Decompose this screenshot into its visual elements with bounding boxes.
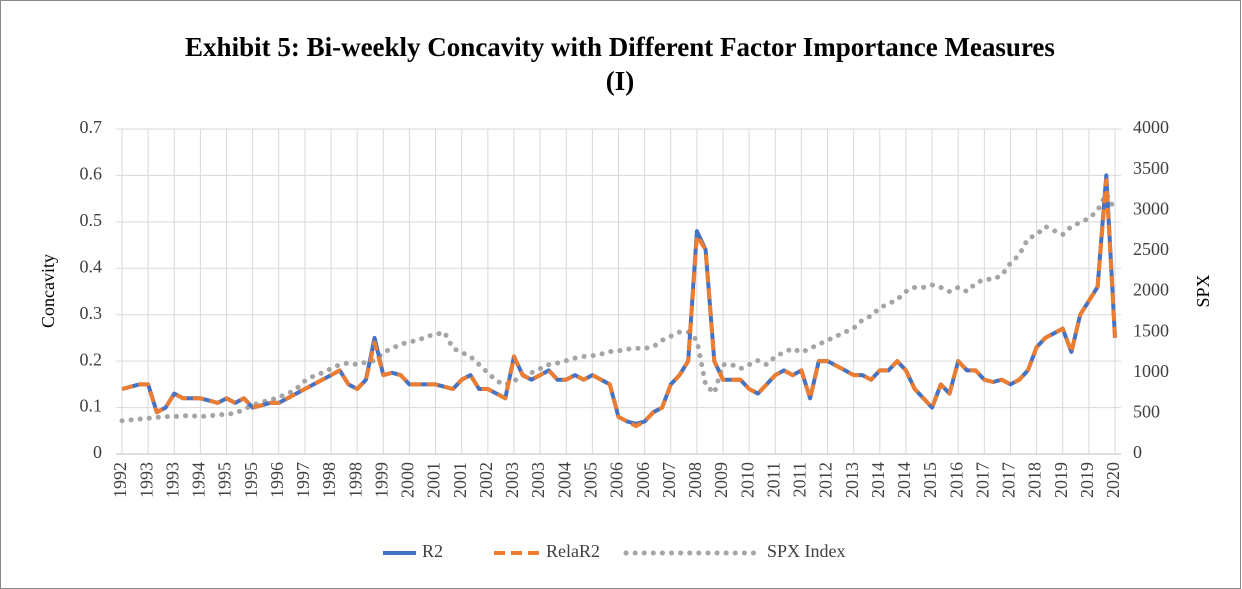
y2-tick-label: 2000 [1133, 280, 1169, 300]
y-tick-label: 0 [93, 442, 102, 462]
chart-title: Exhibit 5: Bi-weekly Concavity with Diff… [185, 32, 1055, 96]
x-tick-label: 2014 [894, 462, 914, 498]
y2-axis-title: SPX [1193, 274, 1213, 307]
x-tick-label: 2003 [502, 462, 522, 498]
x-tick-label: 1995 [215, 462, 235, 498]
x-tick-label: 2014 [868, 462, 888, 498]
x-tick-label: 2000 [398, 462, 418, 498]
y2-tick-label: 4000 [1133, 117, 1169, 137]
y2-tick-label: 3500 [1133, 158, 1169, 178]
x-tick-label: 2018 [1025, 462, 1045, 498]
y-tick-label: 0.5 [80, 210, 103, 230]
y-tick-label: 0.7 [80, 117, 103, 137]
legend-label: RelaR2 [546, 541, 600, 561]
x-tick-label: 2015 [920, 462, 940, 498]
x-tick-label: 2006 [633, 462, 653, 498]
x-tick-label: 2016 [946, 462, 966, 498]
legend-label: SPX Index [767, 541, 846, 561]
x-tick-label: 2001 [450, 462, 470, 498]
y-tick-label: 0.4 [80, 256, 103, 276]
x-tick-label: 1994 [189, 462, 209, 498]
x-tick-label: 2017 [972, 462, 992, 498]
x-tick-label: 1998 [319, 462, 339, 498]
x-tick-label: 2020 [1103, 462, 1123, 498]
y-tick-label: 0.1 [80, 396, 103, 416]
x-tick-label: 2010 [737, 462, 757, 498]
y2-tick-label: 1000 [1133, 361, 1169, 381]
x-tick-label: 2019 [1051, 462, 1071, 498]
y-tick-label: 0.2 [80, 349, 103, 369]
x-tick-label: 2005 [580, 462, 600, 498]
x-tick-label: 2019 [1077, 462, 1097, 498]
y2-tick-label: 500 [1133, 402, 1160, 422]
x-tick-label: 2004 [554, 462, 574, 498]
legend-label: R2 [422, 541, 443, 561]
x-tick-label: 2008 [685, 462, 705, 498]
y-tick-label: 0.3 [80, 303, 103, 323]
x-tick-label: 1993 [162, 462, 182, 498]
x-tick-label: 1992 [110, 462, 130, 498]
x-tick-label: 1998 [345, 462, 365, 498]
x-tick-label: 2011 [790, 462, 810, 497]
x-tick-label: 2011 [763, 462, 783, 497]
x-tick-label: 1999 [371, 462, 391, 498]
y2-tick-label: 1500 [1133, 320, 1169, 340]
x-tick-label: 2013 [842, 462, 862, 498]
y-tick-label: 0.6 [80, 164, 103, 184]
x-tick-label: 2002 [476, 462, 496, 498]
x-tick-label: 2012 [816, 462, 836, 498]
x-tick-label: 2007 [659, 462, 679, 498]
x-tick-label: 1993 [136, 462, 156, 498]
y2-tick-label: 2500 [1133, 239, 1169, 259]
y-axis-title: Concavity [38, 254, 58, 328]
x-tick-label: 1996 [267, 462, 287, 498]
x-tick-label: 2006 [607, 462, 627, 498]
y2-tick-label: 3000 [1133, 198, 1169, 218]
series-line [119, 191, 1118, 424]
x-tick-label: 2001 [424, 462, 444, 498]
y2-tick-label: 0 [1133, 442, 1142, 462]
series-line [121, 178, 1117, 429]
x-tick-label: 2009 [711, 462, 731, 498]
x-tick-label: 1995 [241, 462, 261, 498]
x-tick-label: 2017 [999, 462, 1019, 498]
x-tick-label: 1997 [293, 462, 313, 498]
x-tick-label: 2003 [528, 462, 548, 498]
